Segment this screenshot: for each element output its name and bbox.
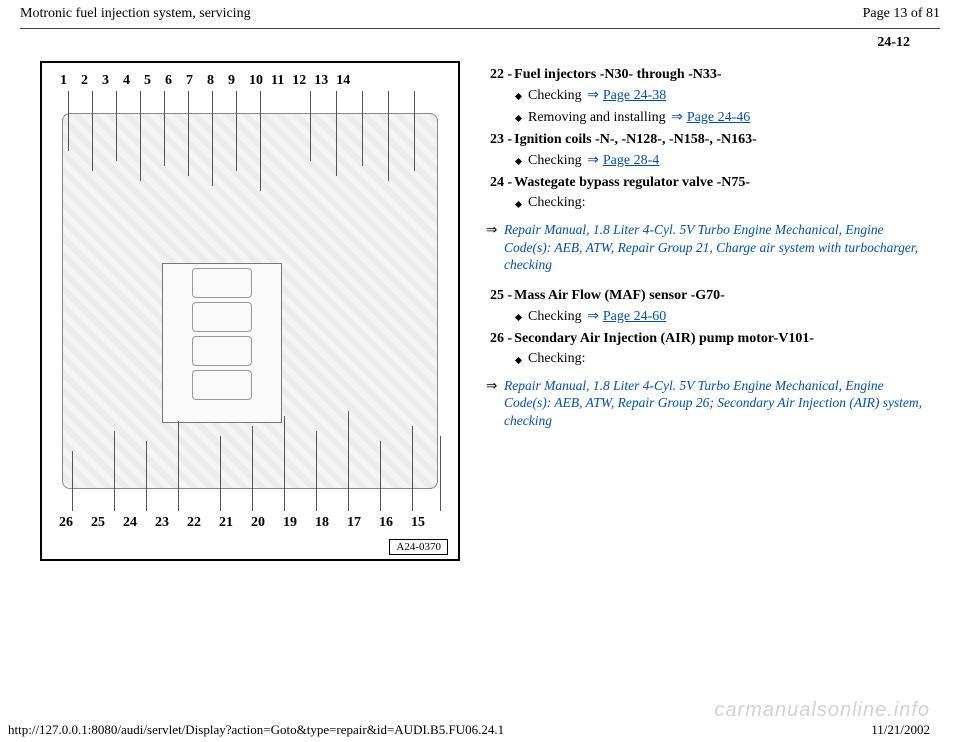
callout-9: 9	[228, 73, 235, 89]
page-link[interactable]: Page 24-60	[603, 309, 666, 324]
doc-title: Motronic fuel injection system, servicin…	[20, 6, 251, 22]
page-link[interactable]: Page 28-4	[603, 153, 659, 168]
link-arrow-icon: ⇒	[587, 308, 599, 325]
callout-7: 7	[186, 73, 193, 89]
callout-11: 11	[271, 73, 284, 89]
callout-17: 17	[347, 515, 361, 531]
engine-diagram: 1234567891011121314 2625242322212	[40, 61, 460, 561]
callout-20: 20	[251, 515, 265, 531]
page-link[interactable]: Page 24-46	[687, 110, 750, 125]
sub-item: Checking ⇒ Page 28-4	[516, 152, 930, 169]
watermark: carmanualsonline.info	[714, 699, 930, 722]
callout-22: 22	[187, 515, 201, 531]
callout-14: 14	[336, 73, 350, 89]
callout-21: 21	[219, 515, 233, 531]
callout-18: 18	[315, 515, 329, 531]
callout-13: 13	[314, 73, 328, 89]
ref-arrow-icon: ⇒	[486, 221, 497, 239]
callout-2: 2	[81, 73, 88, 89]
item-24: 24 - Wastegate bypass regulator valve -N…	[490, 175, 930, 191]
callout-23: 23	[155, 515, 169, 531]
sub-item: Checking:	[516, 195, 930, 211]
page-link[interactable]: Page 24-38	[603, 88, 666, 103]
page-indicator: Page 13 of 81	[863, 6, 940, 22]
callout-5: 5	[144, 73, 151, 89]
engine-block	[162, 263, 282, 423]
callout-1: 1	[60, 73, 67, 89]
callout-15: 15	[411, 515, 425, 531]
callout-3: 3	[102, 73, 109, 89]
link-arrow-icon: ⇒	[671, 109, 683, 126]
callout-24: 24	[123, 515, 137, 531]
callout-4: 4	[123, 73, 130, 89]
sub-item: Checking ⇒ Page 24-38	[516, 87, 930, 104]
callout-10: 10	[249, 73, 263, 89]
sub-text: Removing and installing	[528, 110, 669, 125]
item-26: 26 - Secondary Air Injection (AIR) pump …	[490, 331, 930, 347]
item-23: 23 - Ignition coils -N-, -N128-, -N158-,…	[490, 132, 930, 148]
callout-25: 25	[91, 515, 105, 531]
manual-reference[interactable]: ⇒ Repair Manual, 1.8 Liter 4-Cyl. 5V Tur…	[490, 377, 930, 430]
diagram-top-numbers: 1234567891011121314	[60, 73, 358, 89]
sub-item: Checking ⇒ Page 24-60	[516, 308, 930, 325]
callout-19: 19	[283, 515, 297, 531]
page-code: 24-12	[0, 29, 960, 61]
item-22: 22 - Fuel injectors -N30- through -N33-	[490, 67, 930, 83]
ref-arrow-icon: ⇒	[486, 377, 497, 395]
callout-8: 8	[207, 73, 214, 89]
link-arrow-icon: ⇒	[587, 152, 599, 169]
item-list: 22 - Fuel injectors -N30- through -N33- C…	[490, 61, 940, 561]
callout-16: 16	[379, 515, 393, 531]
diagram-bottom-numbers: 26 25 24 23 22 21 20 19 18 17 16 15	[50, 515, 434, 531]
sub-text: Checking	[528, 309, 585, 324]
sub-text: Checking:	[528, 195, 586, 210]
figure-code: A24-0370	[389, 539, 448, 555]
sub-text: Checking:	[528, 351, 586, 366]
item-25: 25 - Mass Air Flow (MAF) sensor -G70-	[490, 288, 930, 304]
link-arrow-icon: ⇒	[587, 87, 599, 104]
footer-date: 11/21/2002	[871, 722, 930, 738]
callout-26: 26	[59, 515, 73, 531]
sub-item: Checking:	[516, 351, 930, 367]
sub-item: Removing and installing ⇒ Page 24-46	[516, 109, 930, 126]
callout-6: 6	[165, 73, 172, 89]
manual-reference[interactable]: ⇒ Repair Manual, 1.8 Liter 4-Cyl. 5V Tur…	[490, 221, 930, 274]
sub-text: Checking	[528, 153, 585, 168]
footer-url: http://127.0.0.1:8080/audi/servlet/Displ…	[8, 722, 504, 738]
sub-text: Checking	[528, 88, 585, 103]
callout-12: 12	[292, 73, 306, 89]
